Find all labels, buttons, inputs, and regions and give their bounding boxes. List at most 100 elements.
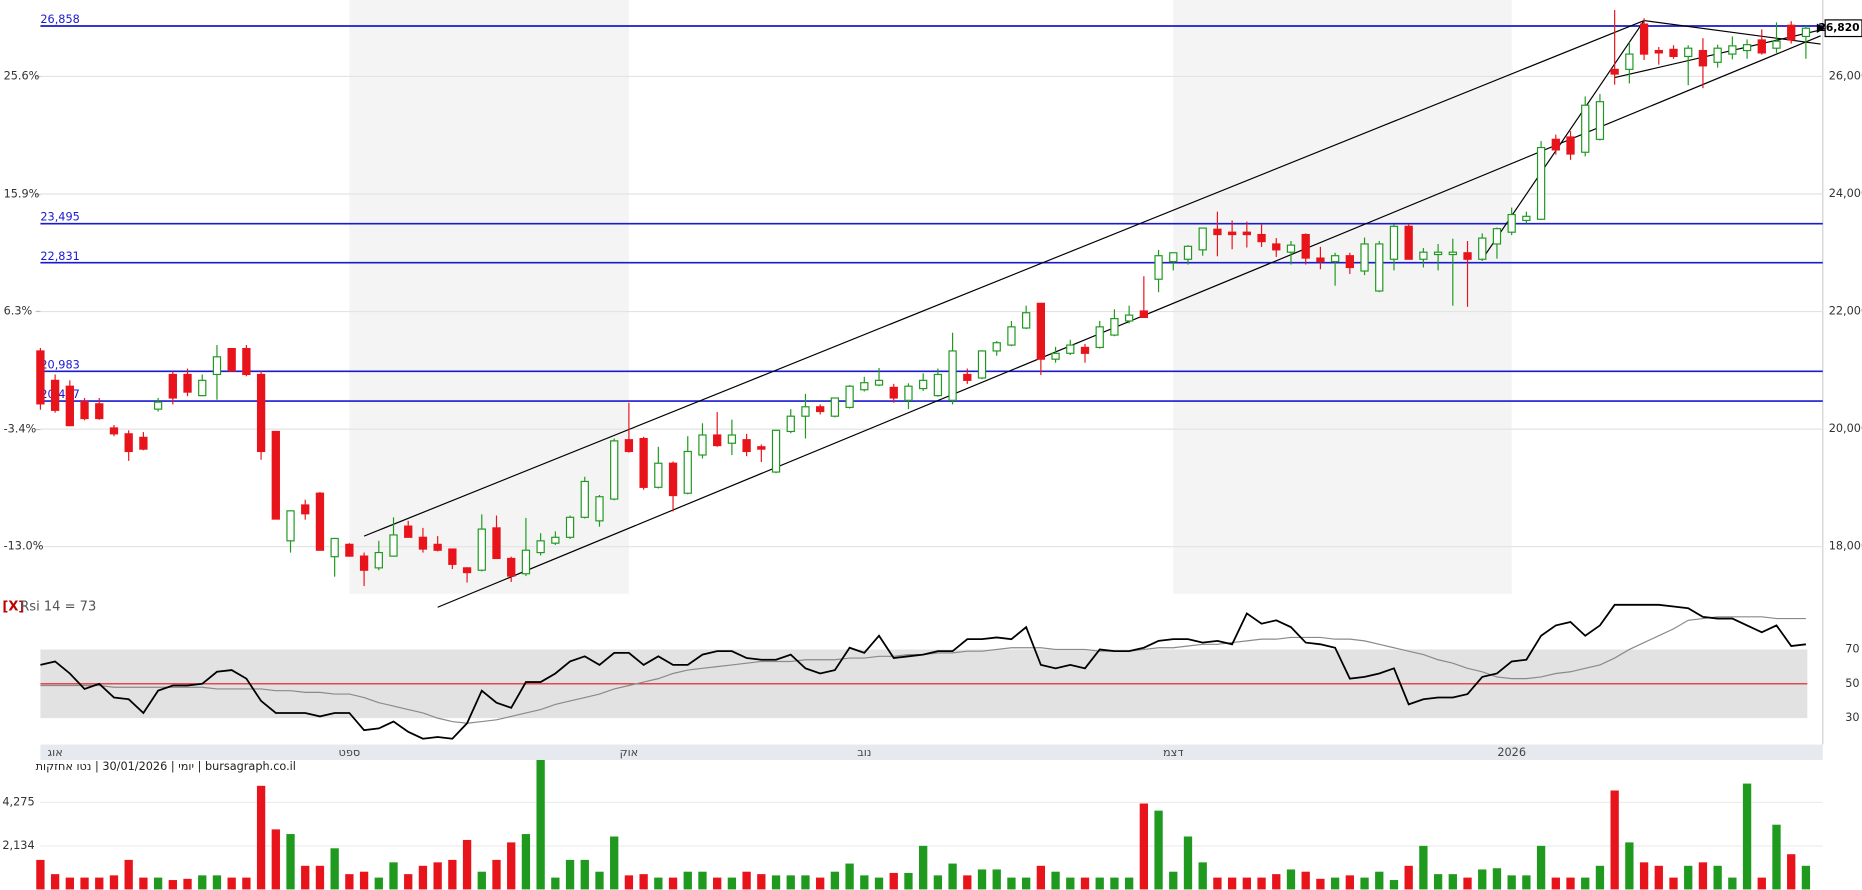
candle-body <box>1124 314 1134 322</box>
volume-bar <box>1610 790 1619 890</box>
candle-body <box>1213 228 1222 236</box>
candle-body <box>521 549 531 575</box>
last-price-label: 26,820 <box>1818 21 1859 34</box>
volume-bar <box>1213 877 1222 890</box>
volume-bar <box>301 865 310 890</box>
volume-bar <box>50 874 60 890</box>
volume-bar <box>536 759 545 890</box>
volume-bar <box>345 874 354 890</box>
candle-body <box>1610 68 1619 75</box>
candle-body <box>1581 104 1590 153</box>
candle-body <box>1713 47 1722 63</box>
month-band <box>1173 0 1512 594</box>
volume-bar <box>1051 871 1060 890</box>
rsi-tick-label: 70 <box>1845 642 1859 655</box>
volume-bar <box>1669 877 1678 890</box>
volume-bar <box>1198 862 1207 890</box>
candle-body <box>1522 215 1531 222</box>
candle-body <box>433 543 442 551</box>
candle-body <box>610 440 619 500</box>
volume-bar <box>639 874 648 890</box>
candle-body <box>1110 318 1119 336</box>
volume-bar <box>1301 871 1310 890</box>
candle-body <box>477 528 486 571</box>
volume-bar <box>904 872 913 890</box>
volume-bar <box>565 859 575 890</box>
candle-body <box>404 525 413 538</box>
volume-bar <box>1566 877 1575 890</box>
candle-body <box>919 379 928 390</box>
candle-body <box>801 406 810 417</box>
candle-body <box>301 504 310 515</box>
volume-bar <box>286 834 295 890</box>
volume-bar <box>1536 845 1546 890</box>
candle-body <box>639 437 648 488</box>
candle-body <box>507 557 516 577</box>
volume-bar <box>1698 862 1708 890</box>
volume-bar <box>845 863 854 890</box>
volume-bar <box>1360 877 1369 890</box>
candle-body <box>1095 326 1104 349</box>
rsi-tick-label: 50 <box>1845 677 1859 690</box>
volume-bar <box>1272 874 1281 890</box>
volume-bar <box>404 874 413 890</box>
volume-bar <box>1007 877 1016 890</box>
candle-body <box>1492 228 1502 245</box>
candle-body <box>1330 255 1340 263</box>
volume-bar <box>1080 877 1090 890</box>
volume-bar <box>1507 875 1516 890</box>
volume-tick-label: 2,134 <box>2 839 34 852</box>
rsi-close-button[interactable]: [X] <box>2 599 24 614</box>
volume-bar <box>948 863 957 890</box>
volume-bar <box>654 877 663 890</box>
volume-bar <box>359 871 369 890</box>
candle-body <box>1639 23 1649 55</box>
volume-bar <box>1433 874 1443 890</box>
y-tick-label: 18,000 <box>1829 540 1862 553</box>
candle-body <box>624 439 634 453</box>
rsi-line <box>40 603 1807 740</box>
volume-bar <box>1463 877 1472 890</box>
candle-body <box>1772 40 1781 49</box>
y2-tick-label: 6.3% <box>4 304 33 317</box>
volume-bar <box>1169 871 1178 890</box>
volume-bar <box>507 842 516 890</box>
volume-bar <box>1375 871 1384 890</box>
candle-body <box>1551 138 1560 151</box>
candle-body <box>1595 101 1605 140</box>
candle-body <box>1404 225 1413 260</box>
volume-bar <box>80 877 89 890</box>
volume-bar <box>1257 877 1266 890</box>
candle-body <box>1080 346 1090 354</box>
candle-body <box>168 373 177 399</box>
volume-bar <box>580 859 589 890</box>
candle-body <box>1316 257 1325 263</box>
candle-body <box>183 373 192 393</box>
volume-bar <box>168 880 177 890</box>
candle-body <box>1787 24 1796 41</box>
volume-tick-label: 4,275 <box>2 795 34 808</box>
volume-bar <box>801 875 810 890</box>
volume-bar <box>963 875 972 890</box>
x-tick-label: אוג <box>47 746 62 759</box>
candle-body <box>580 480 589 518</box>
candle-body <box>389 534 398 557</box>
volume-bar <box>256 785 266 890</box>
volume-bar <box>1639 862 1649 890</box>
volume-bar <box>874 877 884 890</box>
candle-body <box>668 462 678 497</box>
volume-bar <box>1286 869 1296 890</box>
volume-bar <box>1139 803 1149 890</box>
candle-body <box>1801 27 1811 38</box>
volume-bar <box>771 875 781 890</box>
candle-body <box>1036 302 1046 360</box>
volume-bar <box>1581 877 1590 890</box>
candle-body <box>1007 326 1016 346</box>
candle-body <box>139 436 148 450</box>
candle-body <box>198 379 207 397</box>
volume-bar <box>1625 842 1634 890</box>
candle-body <box>727 434 737 444</box>
candle-body <box>36 350 45 405</box>
candle-body <box>109 427 119 435</box>
volume-bar <box>1492 868 1502 890</box>
